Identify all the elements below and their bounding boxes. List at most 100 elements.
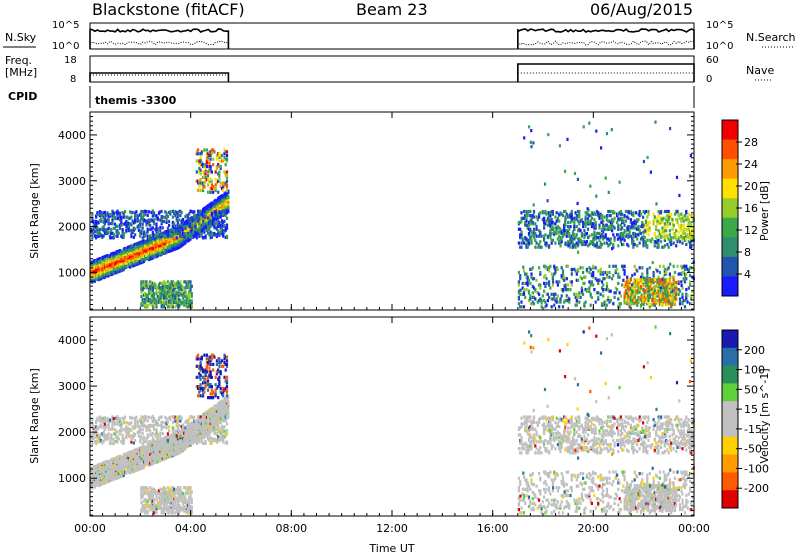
power-cell [629,218,632,222]
power-cell [675,175,679,179]
power-cell [95,259,98,263]
power-cell [574,295,577,299]
power-cell [574,211,577,215]
power-cell [147,245,151,249]
power-cell [687,286,690,290]
power-cell [569,280,572,284]
power-cell [583,229,586,233]
velocity-cell [108,469,112,473]
power-cell [121,211,124,215]
power-cell [642,159,645,164]
power-cell [661,297,664,301]
power-cell [560,288,563,292]
power-cell [118,249,122,253]
power-cell [555,280,558,284]
power-cell [623,272,626,276]
power-cell [174,235,177,239]
power-cell [526,223,529,227]
power-cell [179,287,182,291]
power-cell [106,254,109,258]
power-cell [652,270,655,275]
power-cell [215,226,218,230]
power-cell [215,166,218,170]
power-cell [173,227,176,231]
power-cell [626,300,629,304]
power-cell [146,213,149,217]
power-cell [210,222,213,226]
power-cell [195,213,198,217]
power-cell [624,298,627,302]
power-cell [224,150,227,154]
power-cell [190,229,193,233]
power-cell [643,291,646,296]
power-cell [160,293,163,297]
power-cell [170,280,173,284]
power-cell [658,264,661,268]
power-cell [617,216,620,220]
power-cell [107,217,110,221]
power-cell [666,222,669,226]
power-cell [100,219,103,223]
power-cell [159,218,162,222]
power-cell [111,236,114,240]
power-cell [657,229,660,233]
power-cell [186,235,190,239]
power-cell [655,240,658,244]
power-cell [225,216,229,220]
power-cell [154,286,157,290]
power-cell [592,237,595,241]
power-cell [199,188,202,192]
power-cell [568,214,571,218]
cpid-value: themis -3300 [95,94,177,107]
power-cell [663,286,666,290]
power-cell [626,215,629,219]
power-cell [613,226,616,230]
power-cell [191,230,195,235]
power-cell [139,222,142,226]
power-cell [200,223,203,227]
power-cell [589,292,592,296]
power-cell [685,227,688,231]
power-cell [642,293,645,297]
power-cell [550,220,553,225]
power-cell [618,305,621,309]
velocity-cell [118,454,122,458]
power-cell [683,236,687,240]
power-cell [638,241,641,245]
power-cell [681,231,684,236]
power-cell [144,256,147,260]
velocity-cell [111,457,114,461]
power-cell [519,288,522,292]
power-cell [632,289,635,293]
power-cell [682,219,685,223]
power-cell [661,230,664,234]
power-cell [194,230,197,234]
power-cell [609,241,612,245]
power-cell [98,259,101,263]
power-cell [663,244,666,248]
power-cell [534,297,537,301]
power-cell [125,259,128,263]
power-cell [161,305,164,309]
power-cell [209,166,212,170]
power-cell [585,267,588,271]
power-cell [149,302,152,306]
power-cell [623,238,626,242]
velocity-cell [97,463,100,467]
power-cell [605,237,609,241]
power-cell [157,299,161,303]
power-cell [102,234,105,238]
power-cell [152,233,156,237]
power-cell [555,266,558,270]
power-cell [145,296,148,300]
power-cell [157,290,161,294]
power-cell [522,269,526,273]
velocity-cell [129,464,132,468]
power-cell [558,144,561,148]
power-cell [621,226,624,230]
power-cell [655,267,658,271]
power-cell [205,152,208,156]
power-cell [653,300,656,304]
power-cell [127,216,130,221]
power-cell [629,220,632,225]
